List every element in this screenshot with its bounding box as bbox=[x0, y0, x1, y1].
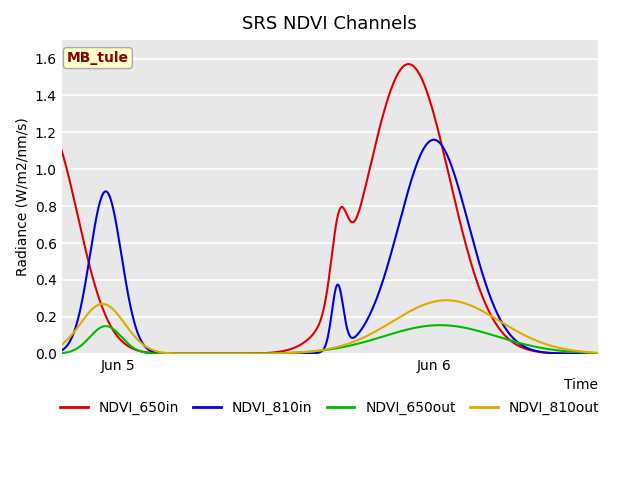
Title: SRS NDVI Channels: SRS NDVI Channels bbox=[243, 15, 417, 33]
X-axis label: Time: Time bbox=[564, 378, 598, 392]
Text: MB_tule: MB_tule bbox=[67, 51, 129, 65]
Y-axis label: Radiance (W/m2/nm/s): Radiance (W/m2/nm/s) bbox=[15, 118, 29, 276]
Legend: NDVI_650in, NDVI_810in, NDVI_650out, NDVI_810out: NDVI_650in, NDVI_810in, NDVI_650out, NDV… bbox=[54, 395, 605, 420]
